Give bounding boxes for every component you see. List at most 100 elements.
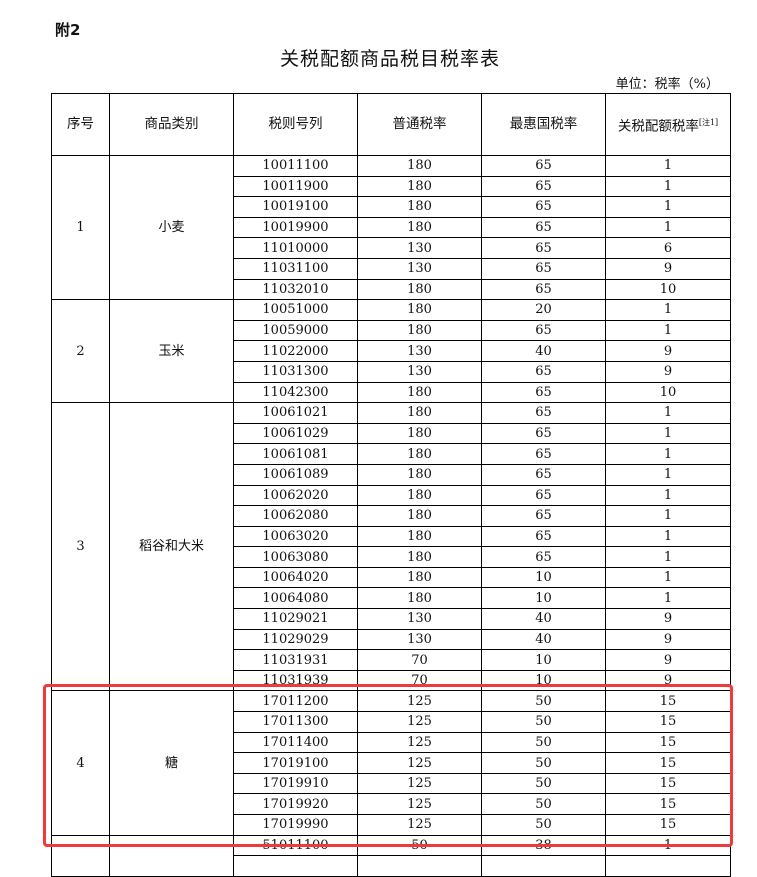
cell-quota-rate: 15: [605, 731, 731, 754]
cell-quota-rate: 1: [605, 319, 731, 342]
cell-quota-rate: 15: [605, 752, 731, 774]
cell-quota-rate: 1: [605, 587, 731, 610]
cell-mfn-rate: 40: [481, 608, 606, 630]
cell-general-rate: 130: [357, 257, 482, 280]
cell-code: 10063080: [233, 546, 358, 568]
table-row: 10061089 180 65 1: [52, 463, 731, 486]
cell-code: 10062020: [233, 484, 358, 507]
table-row: 2 玉米 10051000 180 20 1: [51, 299, 731, 404]
header-mfn-rate: 最惠国税率: [481, 93, 606, 156]
cell-mfn-rate: 10: [481, 587, 606, 610]
cell-quota-rate: 1: [605, 546, 731, 568]
cell-mfn-rate: 65: [481, 155, 606, 177]
cell-quota-rate: 15: [605, 793, 731, 815]
cell-code: 10019900: [233, 216, 358, 239]
cell-general-rate: 125: [357, 772, 482, 795]
cell-general-rate: 70: [357, 669, 482, 692]
cell-code: 11031100: [233, 257, 358, 280]
document-title: 关税配额商品税目税率表: [279, 48, 500, 70]
cell-quota-rate: 1: [605, 216, 731, 239]
cell-code: 11031939: [233, 669, 358, 692]
cell-seq: [51, 834, 110, 877]
table-row: 10062020 180 65 1: [52, 484, 731, 507]
cell-code: 10061089: [233, 463, 358, 486]
cell-general-rate: 130: [357, 360, 482, 383]
cell-category: [109, 834, 234, 877]
cell-quota-rate: 15: [605, 772, 731, 795]
cell-code: 11022000: [233, 340, 358, 362]
cell-mfn-rate: 50: [481, 772, 606, 795]
cell-general-rate: 180: [357, 422, 482, 445]
cell-mfn-rate: 65: [481, 443, 606, 465]
cell-quota-rate: 1: [605, 505, 731, 527]
table-row: 17019920 125 50 15: [52, 793, 731, 815]
footnote-ref: [注1]: [698, 117, 719, 127]
cell-seq: 1: [51, 154, 110, 301]
cell-general-rate: 180: [357, 175, 482, 198]
cell-general-rate: 180: [357, 381, 482, 404]
cell-code: 10051000: [233, 299, 358, 321]
header-quota-rate-label: 关税配额税率: [617, 118, 699, 135]
cell-code: 10062080: [233, 505, 358, 527]
cell-quota-rate: 9: [605, 608, 731, 630]
cell-mfn-rate: 65: [481, 381, 606, 404]
table-header-row: 序号 商品类别 税则号列 普通税率 最惠国税率 关税配额税率[注1]: [51, 93, 731, 156]
cell-mfn-rate: 65: [481, 463, 606, 486]
cell-general-rate: 180: [357, 402, 482, 424]
cell-general-rate: 125: [357, 793, 482, 815]
cell-general-rate: 180: [357, 216, 482, 239]
cell-mfn-rate: 65: [481, 546, 606, 568]
cell-general-rate: 180: [357, 525, 482, 548]
cell-mfn-rate: 65: [481, 422, 606, 445]
cell-code: 11032010: [233, 278, 358, 301]
cell-general-rate: 130: [357, 237, 482, 259]
cell-general-rate: 180: [357, 484, 482, 507]
cell-quota-rate: 15: [605, 690, 731, 713]
cell-quota-rate: 1: [605, 443, 731, 465]
cell-general-rate: 180: [357, 587, 482, 610]
cell-quota-rate: 1: [605, 422, 731, 445]
cell-seq: 2: [51, 299, 110, 404]
cell-quota-rate: 1: [605, 175, 731, 198]
cell-mfn-rate: 50: [481, 752, 606, 774]
table-row: 4 糖 17011200 125 50 15: [51, 690, 731, 836]
table-row: 10062080 180 65 1: [52, 505, 731, 527]
cell-code: 10061029: [233, 422, 358, 445]
cell-mfn-rate: 10: [481, 669, 606, 692]
cell-code: 10011900: [233, 175, 358, 198]
cell-code: 10019100: [233, 196, 358, 218]
cell-code: 17019990: [233, 814, 358, 836]
cell-general-rate: 130: [357, 340, 482, 362]
cell-quota-rate: 1: [605, 299, 731, 321]
cell-general-rate: 125: [357, 731, 482, 754]
table-row: 10064020 180 10 1: [52, 566, 731, 589]
cell-general-rate: 180: [357, 566, 482, 589]
cell-general-rate: 125: [357, 752, 482, 774]
cell-quota-rate: 1: [605, 463, 731, 486]
cell-code: 17011200: [233, 690, 358, 713]
attachment-label: 附2: [55, 21, 81, 39]
cell-mfn-rate: 65: [481, 402, 606, 424]
cell-quota-rate: 9: [605, 669, 731, 692]
table-row: 51011100 50 38 1: [51, 834, 731, 877]
cell-category: 小麦: [109, 154, 234, 301]
cell-code: 51011100: [233, 834, 358, 857]
cell-code: 11031931: [233, 649, 358, 671]
cell-mfn-rate: 50: [481, 711, 606, 733]
table-row: 11010000 130 65 6: [52, 237, 731, 259]
cell-quota-rate: 9: [605, 257, 731, 280]
cell-code: 10064080: [233, 587, 358, 610]
cell-general-rate: 180: [357, 463, 482, 486]
header-general-rate: 普通税率: [357, 93, 482, 156]
cell-code: 11031300: [233, 360, 358, 383]
cell-code: 10061081: [233, 443, 358, 465]
cell-general-rate: 125: [357, 814, 482, 836]
table-row: 10059000 180 65 1: [52, 319, 731, 342]
header-code: 税则号列: [233, 93, 358, 156]
cell-mfn-rate: 50: [481, 731, 606, 754]
cell-mfn-rate: 65: [481, 484, 606, 507]
cell-mfn-rate: 50: [481, 690, 606, 713]
cell-mfn-rate: 65: [481, 237, 606, 259]
cell-mfn-rate: 40: [481, 340, 606, 362]
cell-code: 10061021: [233, 402, 358, 424]
